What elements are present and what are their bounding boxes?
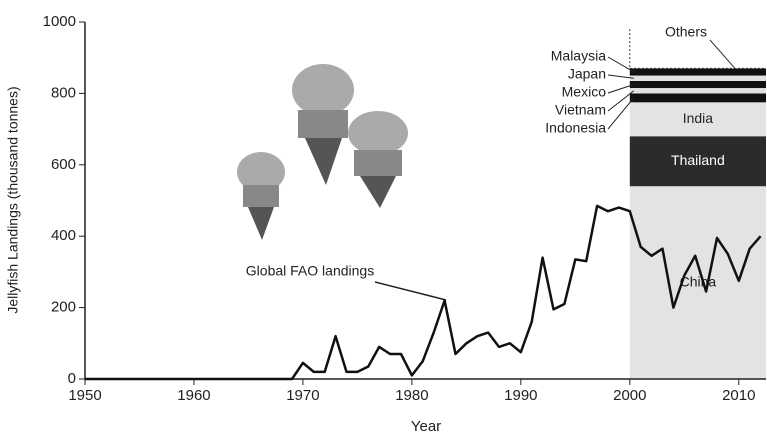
y-tick-label: 800 <box>51 84 76 101</box>
x-tick-label: 1980 <box>395 387 428 404</box>
composition-segment <box>629 93 766 103</box>
segment-label: Vietnam <box>555 102 606 118</box>
composition-segment <box>629 29 766 69</box>
y-axis-label: Jellyfish Landings (thousand tonnes) <box>5 86 21 313</box>
y-tick-label: 600 <box>51 156 76 173</box>
leader-line <box>709 39 736 69</box>
x-axis-label: Year <box>411 418 441 435</box>
segment-label: India <box>683 110 714 126</box>
segment-label: Others <box>665 24 707 40</box>
x-tick-label: 2000 <box>613 387 646 404</box>
x-tick-label: 1960 <box>177 387 210 404</box>
x-tick-label: 1950 <box>68 387 101 404</box>
y-tick-label: 400 <box>51 227 76 244</box>
annotation-arrow <box>374 281 447 301</box>
segment-label: Indonesia <box>545 120 606 136</box>
segment-label: Thailand <box>671 152 725 168</box>
composition-segment <box>629 88 766 94</box>
composition-segment <box>629 186 766 379</box>
leader-line <box>607 74 634 79</box>
composition-segment <box>629 80 766 89</box>
jellyfish-illustrations <box>237 64 408 240</box>
data-line <box>85 204 762 381</box>
composition-segment <box>629 102 766 137</box>
composition-segment <box>629 75 766 81</box>
leader-line <box>607 97 635 130</box>
y-tick-label: 200 <box>51 299 76 316</box>
composition-segment <box>629 68 766 76</box>
segment-label: Japan <box>568 66 606 82</box>
segment-label: Mexico <box>562 84 607 100</box>
x-tick-label: 1990 <box>504 387 537 404</box>
y-tick-label: 1000 <box>43 13 76 30</box>
leader-line <box>607 56 635 73</box>
segment-label: Malaysia <box>551 48 606 64</box>
leader-line <box>607 84 634 94</box>
annotation: Global FAO landings <box>246 263 374 279</box>
x-tick-label: 1970 <box>286 387 319 404</box>
x-tick-label: 2010 <box>722 387 755 404</box>
y-tick-label: 0 <box>68 370 76 387</box>
composition-segment <box>629 136 766 187</box>
leader-line <box>607 90 635 112</box>
